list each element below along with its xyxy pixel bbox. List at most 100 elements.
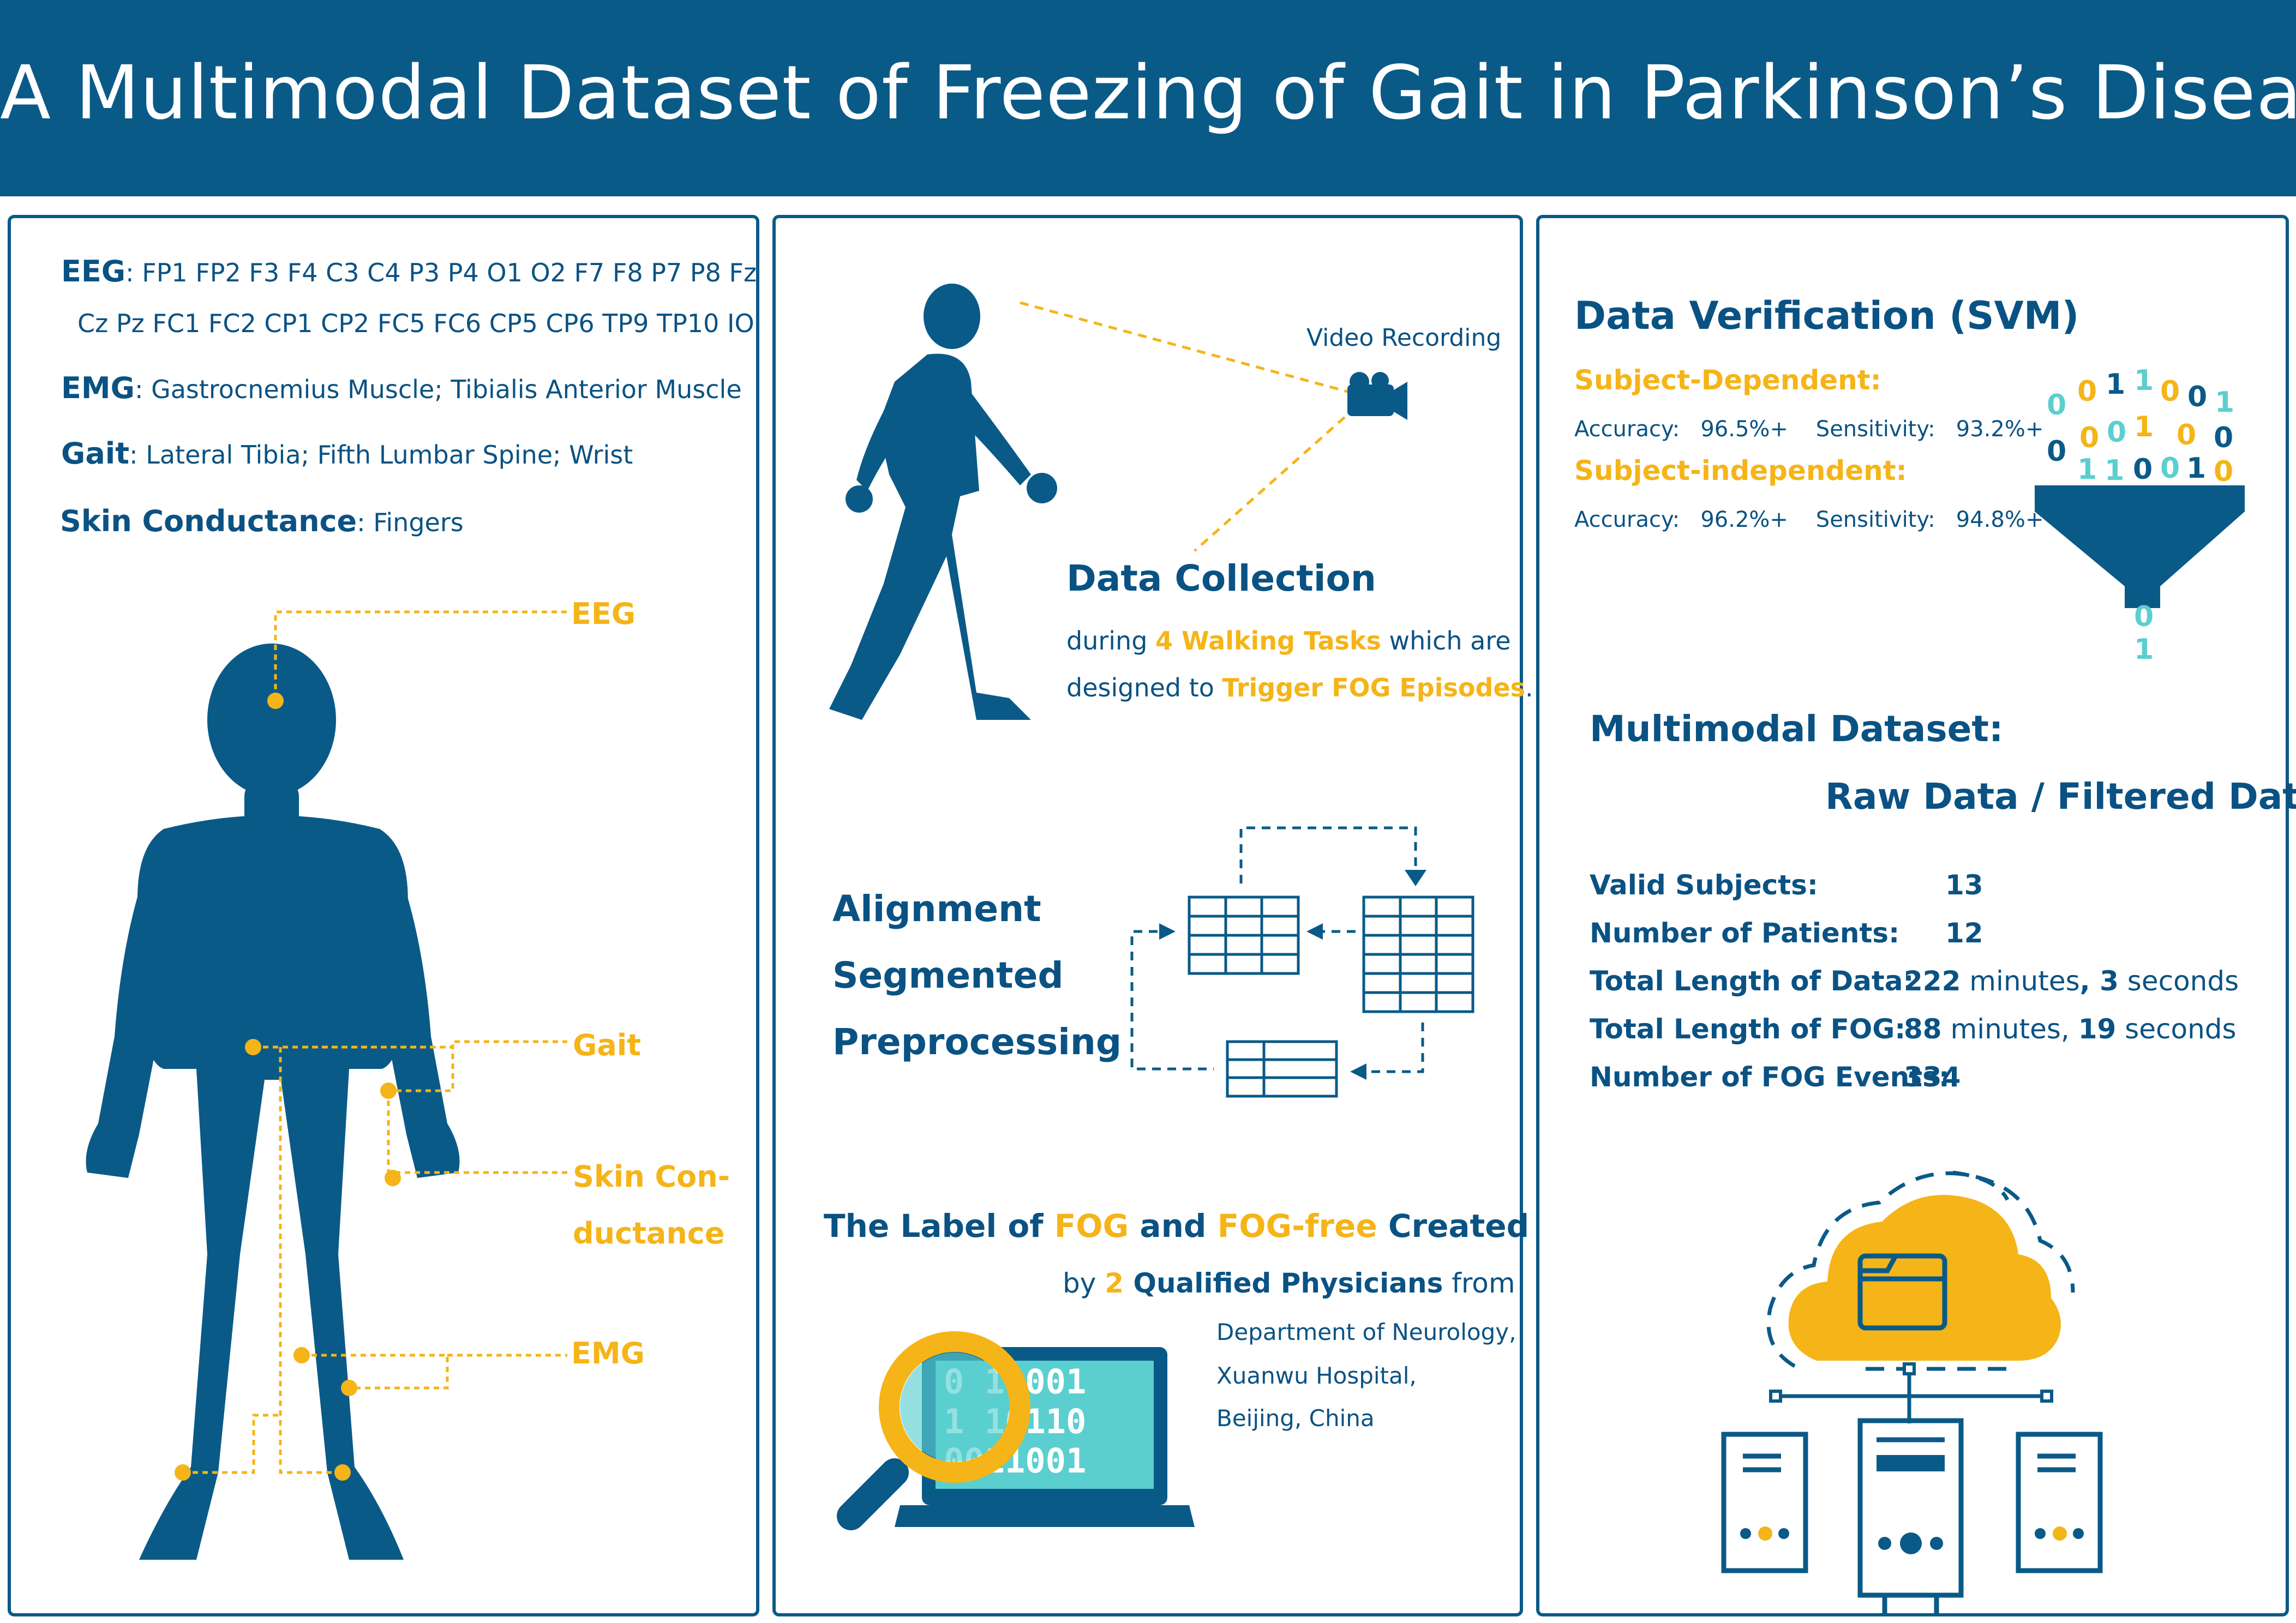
svg-text:0: 0 xyxy=(2160,452,2180,485)
eeg-channels-2: Cz Pz FC1 FC2 CP1 CP2 FC5 FC6 CP5 CP6 TP… xyxy=(77,309,754,338)
ind-accuracy-label: Accuracy: xyxy=(1574,507,1680,532)
svg-text:0: 0 xyxy=(2177,419,2196,452)
step-preprocessing: Preprocessing xyxy=(832,1021,1122,1063)
total-fog-label: Total Length of FOG: xyxy=(1590,1013,1906,1045)
total-data-seconds: 3 xyxy=(2100,965,2119,997)
svg-text:1: 1 xyxy=(2134,633,2154,666)
label-text-a: The Label of xyxy=(824,1207,1054,1245)
verification-title: Data Verification (SVM) xyxy=(1574,293,2079,338)
dataset-subtitle: Raw Data / Filtered Data xyxy=(1825,776,2296,817)
svg-text:0: 0 xyxy=(2187,381,2207,413)
modalities-panel xyxy=(8,215,759,1616)
sensor-dots xyxy=(175,693,401,1481)
gait-line: Gait: Lateral Tibia; Fifth Lumbar Spine;… xyxy=(61,436,633,471)
dc-trigger-fog: Trigger FOG Episodes xyxy=(1222,673,1525,702)
patients-value: 12 xyxy=(1945,917,1983,949)
emg-text: : Gastrocnemius Muscle; Tibialis Anterio… xyxy=(134,375,742,404)
svg-text:0: 0 xyxy=(2079,422,2099,454)
step-alignment: Alignment xyxy=(832,888,1041,930)
emg-label: EMG xyxy=(61,371,135,405)
total-data-value: 222 minutes, 3 seconds xyxy=(1904,965,2239,997)
header-banner xyxy=(0,0,2296,196)
subject-dependent-title: Subject-Dependent: xyxy=(1574,364,1881,396)
subject-independent-title: Subject-independent: xyxy=(1574,455,1907,486)
total-fog-value: 88 minutes, 19 seconds xyxy=(1904,1013,2237,1045)
page-title: A Multimodal Dataset of Freezing of Gait… xyxy=(0,50,2296,136)
flow-arrowheads xyxy=(1159,870,1426,1080)
svg-text:1: 1 xyxy=(2077,453,2097,486)
gait-label: Gait xyxy=(61,436,130,471)
from-text: from xyxy=(1443,1267,1515,1299)
eeg-label: EEG xyxy=(61,254,126,288)
magnifier-laptop-icon: 0 10001 1 10110 0011001 xyxy=(837,1331,1195,1530)
label-created-line: The Label of FOG and FOG-free Created xyxy=(824,1207,1529,1245)
total-data-minutes: 222 xyxy=(1904,965,1961,997)
total-fog-sep: , xyxy=(2060,1013,2078,1045)
svg-text:1: 1 xyxy=(2215,386,2234,419)
affiliation-line-2: Xuanwu Hospital, xyxy=(1216,1362,1417,1389)
data-collection-line-1: during 4 Walking Tasks which are xyxy=(1066,626,1511,656)
ind-sensitivity-label: Sensitivity: xyxy=(1815,507,1935,532)
svg-text:1: 1 xyxy=(2134,364,2154,397)
data-collection-line-2: designed to Trigger FOG Episodes. xyxy=(1066,673,1533,702)
walking-person-icon xyxy=(829,284,1057,720)
fog-events-value: 334 xyxy=(1904,1061,1961,1093)
dep-sensitivity-value: 93.2%+ xyxy=(1956,417,2044,442)
svg-text:0: 0 xyxy=(2133,453,2153,486)
dep-accuracy-value: 96.5%+ xyxy=(1700,417,1788,442)
physicians-text: Qualified Physicians xyxy=(1124,1267,1443,1299)
eeg-channels-1: : FP1 FP2 F3 F4 C3 C4 P3 P4 O1 O2 F7 F8 … xyxy=(125,258,757,287)
svg-text:0: 0 xyxy=(2214,422,2233,454)
svg-text:1: 1 xyxy=(2105,454,2124,487)
fog-events-label: Number of FOG Events: xyxy=(1590,1061,1950,1093)
funnel-bits: 0 0 1 1 0 0 1 0 0 0 1 0 0 1 1 0 0 1 0 0 … xyxy=(2047,364,2234,666)
dc-text-a: during xyxy=(1066,626,1156,656)
physicians-line: by 2 Qualified Physicians from xyxy=(1063,1267,1515,1299)
valid-subjects-label: Valid Subjects: xyxy=(1590,869,1818,901)
label-fog: FOG xyxy=(1054,1207,1129,1245)
dep-sensitivity-label: Sensitivity: xyxy=(1815,417,1935,442)
funnel-icon: 0 0 1 1 0 0 1 0 0 0 1 0 0 1 1 0 0 1 0 0 … xyxy=(2035,364,2245,666)
independent-metrics: Accuracy: 96.2%+ Sensitivity: 94.8%+ xyxy=(1574,507,2043,532)
body-label-skin-1: Skin Con- xyxy=(573,1159,730,1194)
svg-text:0: 0 xyxy=(2134,600,2154,633)
video-camera-icon xyxy=(1020,301,1407,552)
total-fog-seconds: 19 xyxy=(2078,1013,2117,1045)
affiliation-line-3: Beijing, China xyxy=(1216,1405,1375,1432)
svg-text:1: 1 xyxy=(2186,452,2206,485)
affiliation-line-1: Department of Neurology, xyxy=(1216,1319,1516,1345)
total-data-sec-unit: seconds xyxy=(2118,965,2239,997)
label-text-c: and xyxy=(1129,1207,1218,1245)
skin-line: Skin Conductance: Fingers xyxy=(60,504,464,538)
physician-count: 2 xyxy=(1105,1267,1124,1299)
body-label-emg: EMG xyxy=(571,1336,645,1370)
total-fog-minutes: 88 xyxy=(1904,1013,1942,1045)
label-text-e: Created xyxy=(1377,1207,1530,1245)
dataset-title: Multimodal Dataset: xyxy=(1590,708,2004,750)
label-fog-free: FOG-free xyxy=(1217,1207,1377,1245)
total-data-label: Total Length of Data: xyxy=(1590,965,1914,997)
dep-accuracy-label: Accuracy: xyxy=(1574,417,1680,442)
collection-panel xyxy=(772,215,1523,1616)
svg-text:1: 1 xyxy=(2106,368,2125,401)
dc-text-d: designed to xyxy=(1066,673,1222,702)
by-text: by xyxy=(1063,1267,1105,1299)
dc-text-c: which are xyxy=(1381,626,1511,656)
skin-label: Skin Conductance xyxy=(60,504,357,538)
ind-sensitivity-value: 94.8%+ xyxy=(1956,507,2044,532)
skin-text: : Fingers xyxy=(357,508,464,537)
valid-subjects-value: 13 xyxy=(1945,869,1983,901)
total-fog-min-unit: minutes xyxy=(1941,1013,2061,1045)
video-recording-label: Video Recording xyxy=(1306,324,1502,352)
human-body-icon xyxy=(86,644,460,1560)
eeg-channels-line-1: EEG: FP1 FP2 F3 F4 C3 C4 P3 P4 O1 O2 F7 … xyxy=(61,254,757,288)
dc-walking-tasks: 4 Walking Tasks xyxy=(1155,626,1381,656)
table-flow-icon xyxy=(1130,826,1474,1098)
svg-text:1: 1 xyxy=(2134,411,2154,443)
body-label-skin-2: ductance xyxy=(573,1216,725,1251)
gait-text: : Lateral Tibia; Fifth Lumbar Spine; Wri… xyxy=(129,440,633,470)
total-data-min-unit: minutes xyxy=(1961,965,2080,997)
svg-text:0: 0 xyxy=(2047,389,2066,422)
verification-panel xyxy=(1536,215,2289,1616)
